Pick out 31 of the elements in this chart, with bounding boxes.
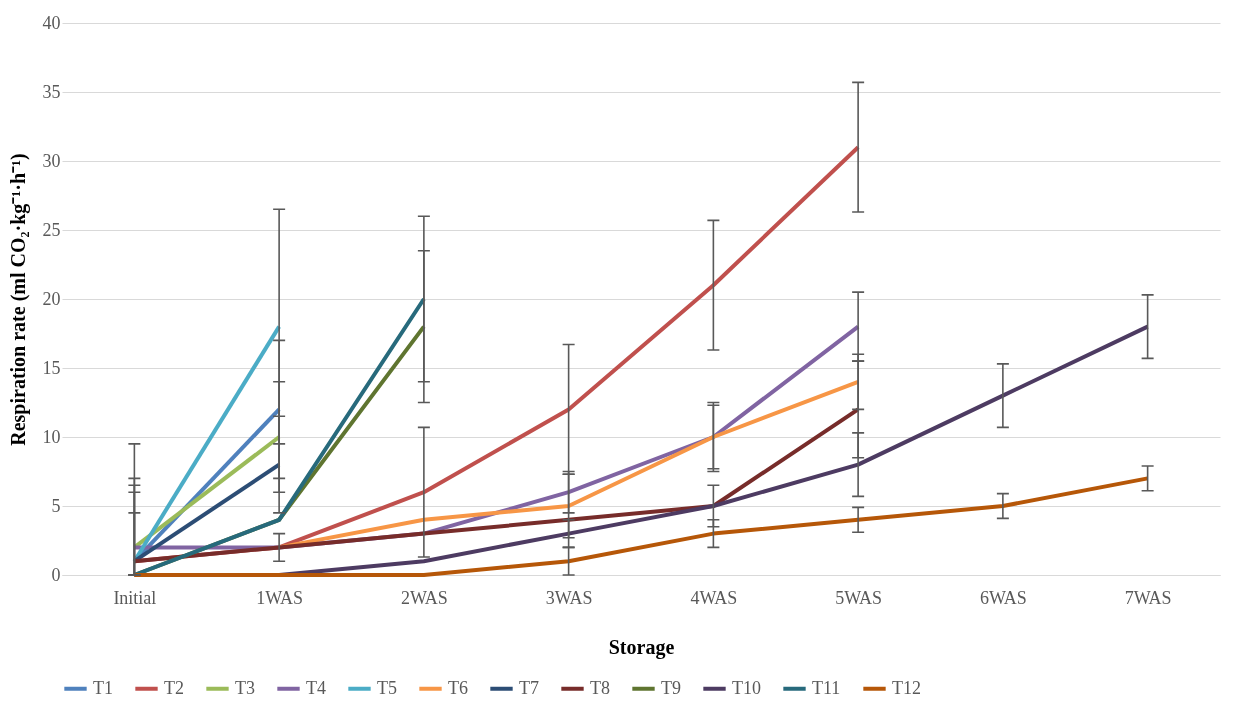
legend-label: T6 — [448, 677, 468, 698]
x-tick-label: 1WAS — [256, 587, 304, 608]
x-tick-label: 2WAS — [400, 587, 448, 608]
y-axis-title: Respiration rate (ml CO₂·kg⁻¹·h⁻¹) — [6, 153, 30, 446]
legend-label: T2 — [164, 677, 184, 698]
y-tick-label: 40 — [42, 12, 61, 33]
legend-label: T5 — [377, 677, 397, 698]
legend-label: T7 — [519, 677, 539, 698]
legend-label: T9 — [661, 677, 681, 698]
x-tick-label: 7WAS — [1124, 587, 1172, 608]
x-tick-label: 4WAS — [690, 587, 738, 608]
x-tick-label: 5WAS — [835, 587, 883, 608]
x-tick-label: Initial — [113, 587, 157, 608]
y-tick-label: 15 — [42, 357, 61, 378]
legend-label: T10 — [732, 677, 761, 698]
y-tick-label: 35 — [42, 81, 61, 102]
legend-label: T1 — [93, 677, 113, 698]
y-tick-label: 20 — [42, 288, 61, 309]
legend-label: T11 — [812, 677, 841, 698]
y-tick-label: 10 — [42, 426, 61, 447]
legend-label: T12 — [892, 677, 921, 698]
y-tick-label: 25 — [42, 219, 61, 240]
x-tick-label: 6WAS — [979, 587, 1027, 608]
legend-label: T4 — [306, 677, 326, 698]
legend-label: T3 — [235, 677, 255, 698]
legend-label: T8 — [590, 677, 610, 698]
y-tick-label: 0 — [51, 564, 61, 585]
y-tick-label: 30 — [42, 150, 61, 171]
x-tick-label: 3WAS — [545, 587, 593, 608]
y-tick-label: 5 — [51, 495, 61, 516]
x-axis-title: Storage — [608, 635, 675, 659]
